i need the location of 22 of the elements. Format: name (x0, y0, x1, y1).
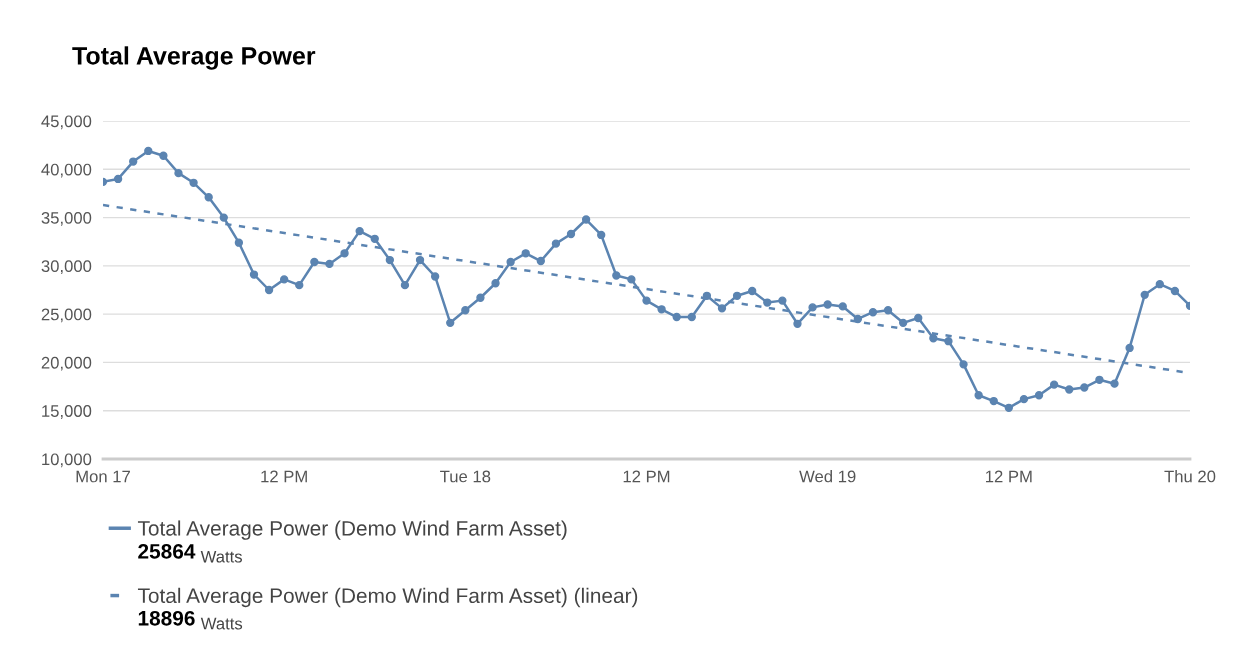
legend-label: Total Average Power (Demo Wind Farm Asset) (137, 520, 567, 540)
x-tick-label: 12 PM (261, 470, 307, 483)
chart-title: Total Average Power (72, 46, 316, 70)
y-tick-label: 30,000 (41, 260, 92, 275)
x-tick-label: 12 PM (623, 470, 670, 483)
y-tick-label: 45,000 (41, 115, 92, 130)
x-tick-label: Mon 17 (76, 470, 130, 483)
y-tick-label: 10,000 (42, 453, 92, 468)
legend-label: Total Average Power (Demo Wind Farm Asset) (linear) (137, 587, 638, 608)
text: Watts (200, 550, 242, 563)
x-tick-label: Wed 19 (799, 470, 856, 483)
y-tick-label: 25,000 (41, 308, 92, 323)
text: 25864 (138, 543, 196, 559)
y-tick-label: 15,000 (42, 405, 92, 419)
y-tick-label: 40,000 (41, 163, 92, 178)
text: 18896 (138, 610, 195, 626)
x-tick-label: 12 PM (986, 470, 1032, 483)
x-tick-label: Thu 20 (1164, 470, 1216, 483)
y-tick-label: 35,000 (41, 211, 92, 226)
x-tick-label: Tue 18 (440, 470, 491, 483)
text: Watts (200, 617, 243, 630)
y-tick-label: 20,000 (41, 356, 92, 371)
